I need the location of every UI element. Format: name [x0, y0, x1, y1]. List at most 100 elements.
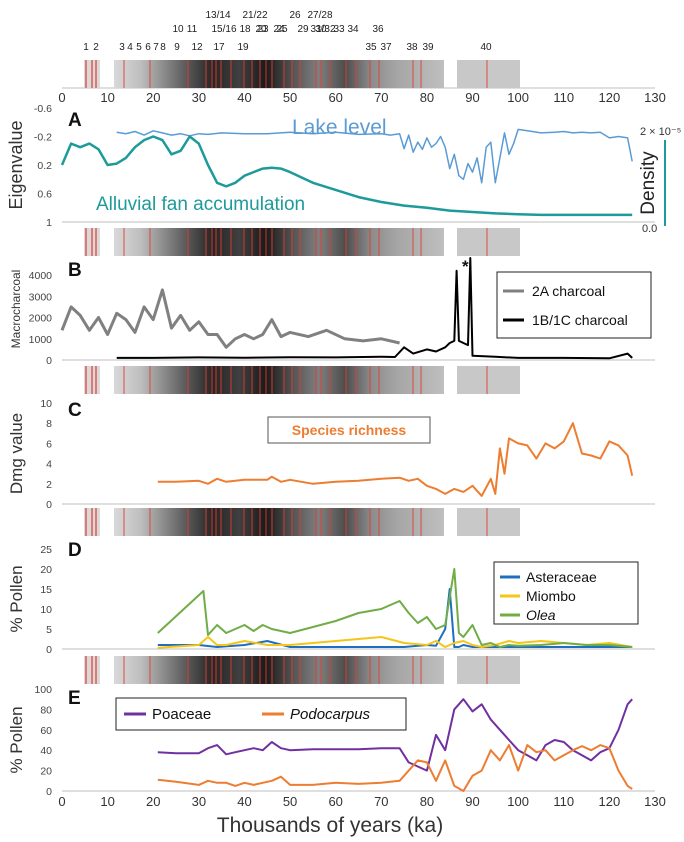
- unit-label: 24: [273, 24, 285, 35]
- unit-label: 25: [276, 24, 288, 35]
- unit-label: 26: [289, 10, 301, 21]
- bottom-tick-label: 30: [192, 794, 206, 809]
- unit-label: 15/16: [211, 24, 236, 35]
- unit-label: 12: [191, 42, 203, 53]
- y-tick-label: 25: [40, 544, 52, 556]
- strip-segment: [114, 228, 444, 256]
- annotation-lake-level: Lake level: [292, 116, 387, 139]
- top-tick-label: 30: [192, 90, 206, 105]
- unit-label: 1: [83, 42, 89, 53]
- y-axis-label: Eigenvalue: [6, 120, 26, 209]
- top-tick-label: 80: [420, 90, 434, 105]
- y-tick-label: 60: [40, 725, 52, 737]
- unit-label: 38: [406, 42, 418, 53]
- density-axis-label: Density: [638, 151, 659, 215]
- unit-label: 3: [119, 42, 125, 53]
- legend-label-poaceae: Poaceae: [152, 706, 211, 723]
- y-tick-label: 8: [46, 418, 52, 430]
- y-tick-label: -0.2: [34, 132, 52, 144]
- unit-label: 21/22: [242, 10, 267, 21]
- y-tick-label: 4000: [29, 270, 53, 282]
- legend-label: Miombo: [526, 588, 576, 604]
- top-tick-label: 120: [599, 90, 621, 105]
- bottom-tick-label: 60: [328, 794, 342, 809]
- unit-label: 34: [347, 24, 359, 35]
- panel-letter: C: [68, 400, 82, 421]
- top-tick-label: 40: [237, 90, 251, 105]
- unit-label: 31/32: [310, 24, 335, 35]
- bottom-tick-label: 50: [283, 794, 297, 809]
- unit-label: 27/28: [307, 10, 332, 21]
- chronology-strips: [84, 60, 520, 684]
- legend-box: [115, 697, 407, 731]
- asterisk-annotation: *: [462, 257, 469, 276]
- y-tick-label: 0: [46, 786, 52, 798]
- y-tick-label: 0: [46, 499, 52, 511]
- strip-segment: [114, 508, 444, 536]
- y-tick-label: 1000: [29, 334, 53, 346]
- series-line-2a-charcoal: [60, 288, 400, 349]
- density-axis-bottom: 0.0: [642, 223, 657, 235]
- series-line-species-richness: [157, 422, 634, 497]
- panel-c: C Dmg value 0 2 4 6 8 10 Species richness: [7, 398, 655, 511]
- y-tick-label: 80: [40, 704, 52, 716]
- unit-label: 9: [174, 42, 180, 53]
- x-axis-label: Thousands of years (ka): [217, 814, 443, 837]
- bottom-tick-label: 0: [58, 794, 65, 809]
- strip-segment: [457, 60, 520, 88]
- unit-label: 30: [315, 24, 327, 35]
- top-tick-label: 70: [374, 90, 388, 105]
- bottom-tick-label: 20: [146, 794, 160, 809]
- unit-label: 18: [239, 24, 251, 35]
- unit-label: 19: [237, 42, 249, 53]
- legend-label-1b: 1B/1C charcoal: [532, 312, 628, 328]
- y-tick-label: 1: [46, 217, 52, 229]
- unit-label: 20: [255, 24, 267, 35]
- y-tick-label: -0.6: [34, 103, 52, 115]
- y-tick-label: 5: [46, 624, 52, 636]
- top-tick-label: 110: [553, 90, 574, 105]
- unit-label: 33: [333, 24, 345, 35]
- top-tick-label: 90: [465, 90, 479, 105]
- strip-segment: [457, 366, 520, 394]
- strip-segment: [114, 656, 444, 684]
- panel-letter: A: [68, 110, 82, 131]
- panel-e: E % Pollen 0 20 40 60 80 100 Poaceae Podocarpus: [7, 684, 655, 798]
- density-axis-top: 2 × 10⁻⁵: [640, 126, 681, 138]
- unit-label: 13/14: [205, 10, 230, 21]
- y-tick-label: 3000: [29, 291, 53, 303]
- unit-labels: 1 2 3 4 5 6 7 8 910 111213/1415/161718192021/2223…: [83, 10, 492, 53]
- y-tick-label: 0: [46, 355, 52, 367]
- series-line-lake-level: [116, 128, 633, 184]
- unit-label: 35: [365, 42, 377, 53]
- strip-segment: [457, 656, 520, 684]
- bottom-tick-label: 90: [465, 794, 479, 809]
- series-line-podocarpus: [157, 744, 633, 792]
- legend-label-podocarpus: Podocarpus: [290, 706, 371, 723]
- bottom-tick-label: 120: [599, 794, 621, 809]
- unit-label: 23: [257, 24, 269, 35]
- top-tick-label: 60: [328, 90, 342, 105]
- panel-letter: B: [68, 260, 82, 281]
- bottom-tick-label: 40: [237, 794, 251, 809]
- unit-label: 39: [422, 42, 434, 53]
- y-tick-label: 15: [40, 584, 52, 596]
- bottom-tick-label: 70: [374, 794, 388, 809]
- y-tick-label: 100: [34, 684, 52, 696]
- panel-d: D % Pollen 0 5 10 15 20 25 Asteraceae Miombo Olea: [7, 540, 655, 656]
- unit-label: 8: [160, 42, 166, 53]
- legend-box: [267, 416, 431, 444]
- panel-a: A Eigenvalue -0.6 -0.2 0.2 0.6 1 Lake level Allu…: [6, 103, 681, 235]
- top-tick-label: 130: [644, 90, 666, 105]
- top-tick-label: 50: [283, 90, 297, 105]
- bottom-tick-label: 110: [553, 794, 574, 809]
- unit-label: 37: [380, 42, 392, 53]
- top-time-axis: 0 10 20 30 40 50 60 70 80 90 100 110 120 130: [58, 87, 666, 105]
- bottom-tick-label: 10: [100, 794, 114, 809]
- legend-label: Olea: [526, 607, 556, 623]
- bottom-tick-label: 80: [420, 794, 434, 809]
- top-tick-label: 0: [58, 90, 65, 105]
- top-tick-label: 100: [507, 90, 529, 105]
- annotation-alluvial-fan: Alluvial fan accumulation: [96, 194, 305, 215]
